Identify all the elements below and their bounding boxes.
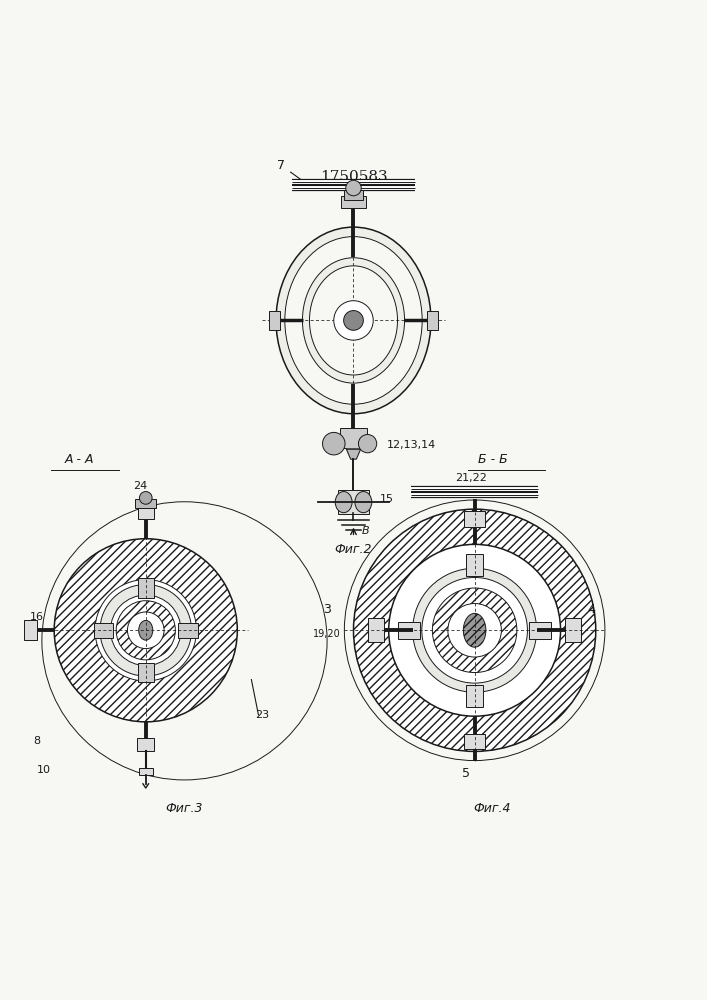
Bar <box>398 622 421 639</box>
Circle shape <box>354 509 596 751</box>
Bar <box>138 663 153 682</box>
Text: 24: 24 <box>133 481 147 491</box>
Text: 19,20: 19,20 <box>149 618 175 627</box>
Circle shape <box>54 539 238 722</box>
Circle shape <box>358 435 377 453</box>
Bar <box>566 618 581 642</box>
Text: 5: 5 <box>462 767 470 780</box>
Text: 7: 7 <box>277 159 305 183</box>
Circle shape <box>413 568 537 692</box>
Circle shape <box>116 601 175 660</box>
Bar <box>529 622 551 639</box>
Bar <box>466 554 483 576</box>
Bar <box>340 428 367 448</box>
Polygon shape <box>346 449 361 459</box>
Text: 16: 16 <box>30 612 44 622</box>
Circle shape <box>433 588 517 673</box>
Bar <box>427 311 438 330</box>
Ellipse shape <box>276 227 431 414</box>
Circle shape <box>334 301 373 340</box>
Ellipse shape <box>310 266 397 375</box>
Bar <box>139 768 153 775</box>
Bar <box>93 623 113 638</box>
Text: B: B <box>362 526 370 536</box>
Bar <box>138 578 153 598</box>
Text: 21,22: 21,22 <box>455 473 487 483</box>
Circle shape <box>127 612 164 649</box>
Bar <box>137 738 154 751</box>
Circle shape <box>110 595 181 665</box>
Circle shape <box>322 432 345 455</box>
Ellipse shape <box>285 237 422 404</box>
Circle shape <box>346 180 361 196</box>
Text: 4: 4 <box>588 603 595 616</box>
Text: 10: 10 <box>37 765 51 775</box>
Circle shape <box>139 492 152 504</box>
Bar <box>464 734 485 749</box>
Circle shape <box>422 577 527 683</box>
Text: Фиг.4: Фиг.4 <box>474 802 511 815</box>
Ellipse shape <box>303 258 404 383</box>
Circle shape <box>100 585 192 676</box>
Bar <box>466 685 483 707</box>
Text: 23: 23 <box>255 710 269 720</box>
Circle shape <box>389 544 561 716</box>
Bar <box>178 623 198 638</box>
Bar <box>24 620 37 640</box>
Text: 19,20: 19,20 <box>312 629 340 639</box>
Bar <box>368 618 384 642</box>
Text: Фиг.2: Фиг.2 <box>334 543 373 556</box>
Bar <box>344 190 363 200</box>
Bar <box>464 511 485 527</box>
Bar <box>135 499 156 508</box>
Text: 3: 3 <box>323 603 331 616</box>
Bar <box>338 490 369 514</box>
Ellipse shape <box>139 620 153 640</box>
Circle shape <box>448 604 501 657</box>
Circle shape <box>344 311 363 330</box>
Text: 1750583: 1750583 <box>320 170 387 184</box>
Bar <box>269 311 280 330</box>
Text: Б - Б: Б - Б <box>478 453 508 466</box>
Text: 12,13,14: 12,13,14 <box>387 440 436 450</box>
Text: 15: 15 <box>380 494 395 504</box>
Circle shape <box>95 580 197 681</box>
Text: A - A: A - A <box>65 453 94 466</box>
Ellipse shape <box>335 492 352 513</box>
Bar <box>341 196 366 208</box>
Ellipse shape <box>463 613 486 647</box>
Ellipse shape <box>355 492 372 513</box>
Text: 8: 8 <box>33 736 40 746</box>
Text: Фиг.3: Фиг.3 <box>165 802 203 815</box>
Bar <box>138 506 153 519</box>
